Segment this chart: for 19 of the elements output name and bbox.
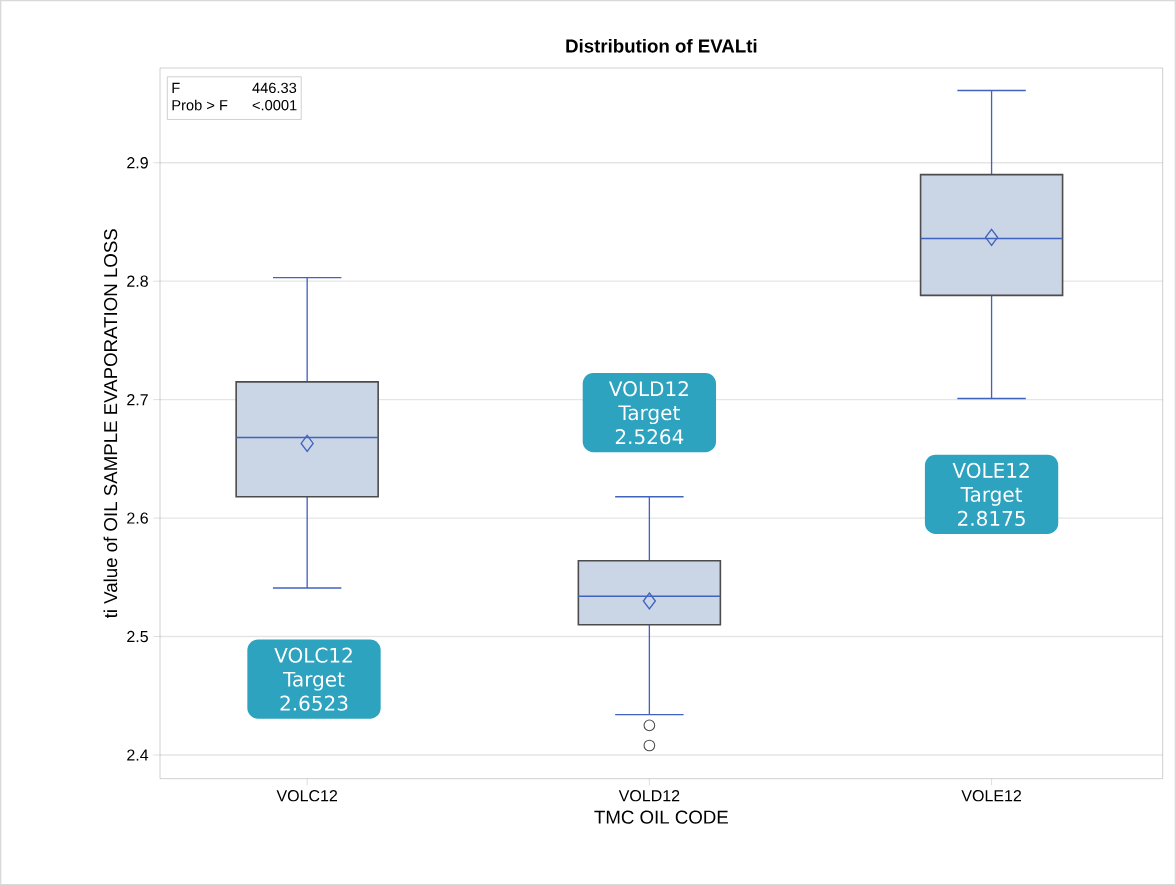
- y-axis-title: ti Value of OIL SAMPLE EVAPORATION LOSS: [103, 229, 118, 618]
- y-tick-label: 2.4: [127, 749, 149, 761]
- annotation: Prob > F: [172, 99, 228, 111]
- annotation: VOLD12 Target 2.5264: [608, 380, 688, 445]
- annotation: 446.33: [252, 82, 297, 93]
- x-tick-label: VOLD12: [618, 789, 680, 802]
- annotation: <.0001: [252, 99, 297, 111]
- x-axis-title: TMC OIL CODE: [594, 810, 728, 824]
- y-tick-label: 2.6: [127, 512, 148, 524]
- annotation: VOLC12 Target 2.6523: [274, 647, 352, 711]
- y-tick-label: 2.7: [127, 393, 148, 406]
- x-tick-label: VOLE12: [961, 789, 1022, 802]
- annotation: VOLE12 Target 2.8175: [952, 462, 1029, 526]
- annotation: F: [172, 82, 180, 93]
- y-tick-label: 2.8: [127, 275, 148, 287]
- x-tick-label: VOLC12: [276, 789, 338, 802]
- chart-title: Distribution of EVALti: [566, 38, 757, 53]
- y-tick-label: 2.9: [127, 156, 148, 169]
- y-tick-label: 2.5: [127, 630, 148, 643]
